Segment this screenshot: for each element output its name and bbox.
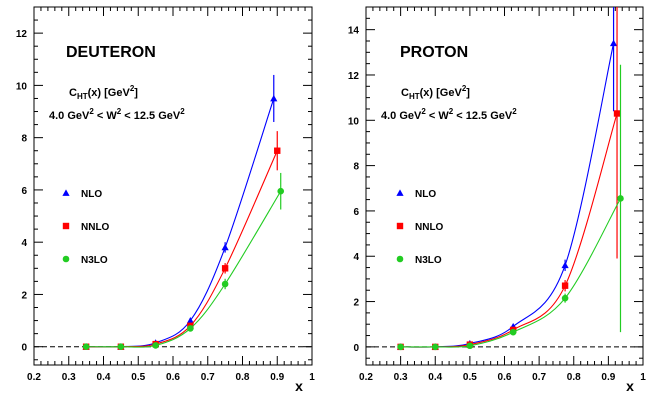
series-n3lo [82, 172, 285, 351]
x-tick-label: 0.7 [532, 372, 546, 383]
y-tick-label: 0 [21, 343, 27, 354]
legend-marker [396, 189, 404, 196]
x-tick-label: 0.8 [236, 372, 250, 383]
y-tick-label: 0 [353, 343, 359, 354]
y-tick-label: 10 [16, 81, 28, 92]
data-point [561, 294, 569, 302]
panel-range-label: 4.0 GeV2 < W2 < 12.5 GeV2 [49, 107, 185, 122]
x-tick-label: 0.5 [131, 372, 145, 383]
y-tick-label: 8 [21, 134, 27, 145]
x-tick-label: 1 [640, 372, 646, 383]
x-tick-label: 0.9 [601, 372, 615, 383]
data-point [186, 316, 194, 324]
y-tick-label: 12 [348, 71, 360, 82]
panel-deuteron: DEUTERON CHT(x) [GeV2] 4.0 GeV2 < W2 < 1… [16, 6, 315, 394]
x-tick-label: 1 [309, 372, 315, 383]
legend-marker [62, 222, 70, 230]
data-point [221, 265, 229, 272]
data-point [274, 147, 281, 154]
x-tick-label: 0.5 [463, 372, 477, 383]
legend-entry-nlo: NLO [396, 189, 436, 200]
y-tick-label: 4 [21, 238, 27, 249]
legend-marker [396, 222, 404, 230]
fit-curve [86, 190, 282, 348]
data-point [187, 325, 194, 332]
legend-label: N3LO [415, 255, 442, 266]
legend-entry-n3lo: N3LO [62, 255, 108, 266]
x-tick-label: 0.6 [166, 372, 180, 383]
data-point [431, 343, 439, 351]
data-point [397, 343, 404, 351]
data-point [270, 94, 278, 102]
data-point [82, 343, 90, 351]
x-tick-label: 0.8 [567, 372, 581, 383]
data-point [609, 39, 618, 47]
panel-quantity-label: CHT(x) [GeV2] [401, 84, 470, 101]
fit-curve [86, 150, 278, 348]
legend-label: NLO [81, 189, 102, 200]
y-tick-label: 6 [21, 186, 27, 197]
series-n3lo [397, 64, 624, 351]
data-point [561, 261, 569, 269]
legend-label: N3LO [81, 255, 108, 266]
legend-label: NNLO [415, 222, 444, 233]
series-nnlo [82, 131, 281, 350]
x-tick-label: 0.3 [62, 372, 76, 383]
panel-title: DEUTERON [66, 44, 156, 61]
legend-label: NNLO [81, 222, 110, 233]
legend-marker [62, 189, 70, 196]
x-tick-label: 0.2 [359, 372, 373, 383]
data-point [152, 342, 159, 349]
panel-range-label: 4.0 GeV2 < W2 < 12.5 GeV2 [381, 107, 517, 122]
data-point [221, 280, 229, 288]
data-point [617, 195, 624, 202]
legend-entry-nnlo: NNLO [396, 222, 444, 233]
data-point [613, 110, 621, 117]
legend-marker [62, 255, 70, 263]
legend-entry-nlo: NLO [62, 189, 102, 200]
y-tick-label: 4 [353, 252, 359, 263]
y-tick-label: 6 [353, 207, 359, 218]
legend-entry-n3lo: N3LO [396, 255, 442, 266]
legend-marker [396, 255, 404, 263]
y-tick-label: 8 [353, 162, 359, 173]
y-tick-label: 2 [353, 298, 359, 309]
panel-quantity-label: CHT(x) [GeV2] [69, 84, 138, 101]
x-tick-label: 0.6 [498, 372, 512, 383]
data-point [466, 342, 474, 350]
data-point [509, 328, 517, 336]
x-tick-label: 0.4 [97, 372, 111, 383]
y-tick-label: 10 [348, 116, 360, 127]
x-tick-label: 0.2 [27, 372, 41, 383]
data-point [221, 243, 229, 251]
x-tick-label: 0.7 [201, 372, 215, 383]
x-tick-label: 0.9 [270, 372, 284, 383]
legend-label: NLO [415, 189, 436, 200]
x-axis-label: x [626, 378, 634, 394]
data-point [561, 282, 569, 289]
data-point [117, 343, 125, 351]
y-tick-label: 14 [348, 26, 360, 37]
panel-title: PROTON [400, 44, 468, 61]
y-tick-label: 12 [16, 29, 28, 40]
x-axis-label: x [295, 378, 303, 394]
legend-entry-nnlo: NNLO [62, 222, 110, 233]
y-tick-label: 2 [21, 290, 27, 301]
panel-proton: PROTON CHT(x) [GeV2] 4.0 GeV2 < W2 < 12.… [348, 6, 646, 394]
data-point [277, 187, 285, 195]
x-tick-label: 0.3 [394, 372, 408, 383]
x-tick-label: 0.4 [428, 372, 442, 383]
